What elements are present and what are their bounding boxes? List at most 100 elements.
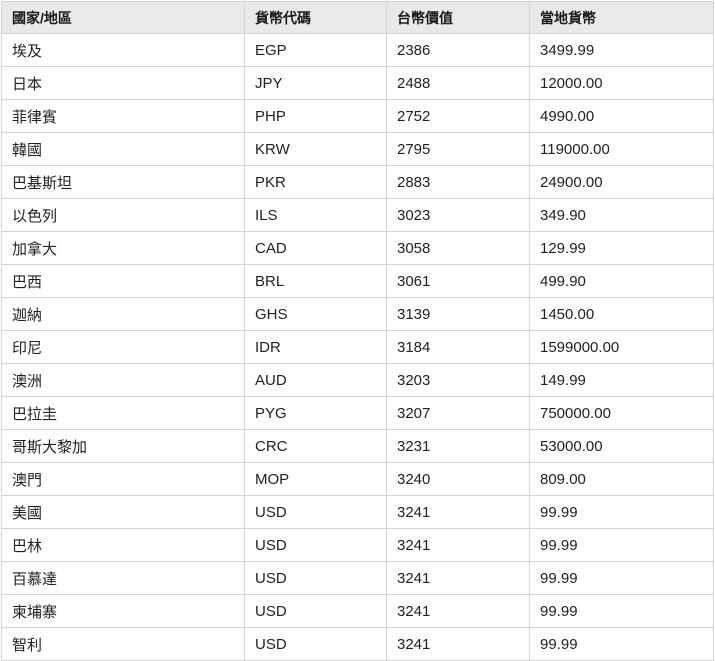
column-header-local-currency: 當地貨幣: [529, 1, 714, 34]
cell-currency-code: USD: [244, 627, 387, 661]
table-row: 百慕達 USD 3241 99.99: [1, 561, 714, 595]
cell-currency-code: USD: [244, 528, 387, 562]
cell-currency-code: IDR: [244, 330, 387, 364]
cell-country: 加拿大: [1, 231, 245, 265]
cell-local-currency: 1450.00: [529, 297, 714, 331]
cell-twd-value: 2752: [386, 99, 530, 133]
table-row: 澳洲 AUD 3203 149.99: [1, 363, 714, 397]
table-row: 柬埔寨 USD 3241 99.99: [1, 594, 714, 628]
cell-twd-value: 3023: [386, 198, 530, 232]
cell-twd-value: 2386: [386, 33, 530, 67]
cell-country: 柬埔寨: [1, 594, 245, 628]
cell-currency-code: JPY: [244, 66, 387, 100]
cell-currency-code: AUD: [244, 363, 387, 397]
column-header-currency-code: 貨幣代碼: [244, 1, 387, 34]
table-row: 澳門 MOP 3240 809.00: [1, 462, 714, 496]
cell-twd-value: 2795: [386, 132, 530, 166]
cell-country: 哥斯大黎加: [1, 429, 245, 463]
cell-country: 印尼: [1, 330, 245, 364]
cell-twd-value: 2488: [386, 66, 530, 100]
cell-country: 韓國: [1, 132, 245, 166]
cell-country: 澳洲: [1, 363, 245, 397]
cell-currency-code: USD: [244, 495, 387, 529]
table-row: 哥斯大黎加 CRC 3231 53000.00: [1, 429, 714, 463]
cell-local-currency: 3499.99: [529, 33, 714, 67]
cell-twd-value: 3241: [386, 594, 530, 628]
cell-country: 菲律賓: [1, 99, 245, 133]
cell-currency-code: GHS: [244, 297, 387, 331]
cell-local-currency: 24900.00: [529, 165, 714, 199]
table-body: 埃及 EGP 2386 3499.99 日本 JPY 2488 12000.00 菲律賓 PHP 2…: [1, 33, 714, 661]
column-header-country: 國家/地區: [1, 1, 245, 34]
cell-local-currency: 53000.00: [529, 429, 714, 463]
table-row: 韓國 KRW 2795 119000.00: [1, 132, 714, 166]
cell-currency-code: PKR: [244, 165, 387, 199]
table-row: 日本 JPY 2488 12000.00: [1, 66, 714, 100]
cell-country: 美國: [1, 495, 245, 529]
cell-twd-value: 3240: [386, 462, 530, 496]
cell-local-currency: 149.99: [529, 363, 714, 397]
cell-currency-code: BRL: [244, 264, 387, 298]
cell-currency-code: KRW: [244, 132, 387, 166]
table-row: 美國 USD 3241 99.99: [1, 495, 714, 529]
cell-country: 巴基斯坦: [1, 165, 245, 199]
cell-local-currency: 499.90: [529, 264, 714, 298]
table-row: 巴西 BRL 3061 499.90: [1, 264, 714, 298]
cell-twd-value: 3061: [386, 264, 530, 298]
cell-country: 澳門: [1, 462, 245, 496]
cell-currency-code: MOP: [244, 462, 387, 496]
cell-currency-code: ILS: [244, 198, 387, 232]
cell-currency-code: PYG: [244, 396, 387, 430]
cell-local-currency: 349.90: [529, 198, 714, 232]
cell-currency-code: EGP: [244, 33, 387, 67]
cell-twd-value: 3139: [386, 297, 530, 331]
cell-country: 迦納: [1, 297, 245, 331]
cell-country: 巴林: [1, 528, 245, 562]
cell-country: 巴拉圭: [1, 396, 245, 430]
cell-twd-value: 3241: [386, 528, 530, 562]
cell-local-currency: 809.00: [529, 462, 714, 496]
cell-local-currency: 129.99: [529, 231, 714, 265]
cell-country: 巴西: [1, 264, 245, 298]
cell-twd-value: 2883: [386, 165, 530, 199]
cell-local-currency: 12000.00: [529, 66, 714, 100]
cell-currency-code: PHP: [244, 99, 387, 133]
cell-country: 埃及: [1, 33, 245, 67]
cell-twd-value: 3241: [386, 627, 530, 661]
header-row: 國家/地區 貨幣代碼 台幣價值 當地貨幣: [1, 1, 714, 34]
cell-twd-value: 3207: [386, 396, 530, 430]
cell-currency-code: CRC: [244, 429, 387, 463]
table-row: 智利 USD 3241 99.99: [1, 627, 714, 661]
cell-currency-code: CAD: [244, 231, 387, 265]
table-row: 巴林 USD 3241 99.99: [1, 528, 714, 562]
cell-twd-value: 3241: [386, 495, 530, 529]
cell-local-currency: 99.99: [529, 528, 714, 562]
cell-currency-code: USD: [244, 561, 387, 595]
cell-twd-value: 3203: [386, 363, 530, 397]
table-row: 迦納 GHS 3139 1450.00: [1, 297, 714, 331]
table-row: 菲律賓 PHP 2752 4990.00: [1, 99, 714, 133]
cell-twd-value: 3184: [386, 330, 530, 364]
cell-country: 日本: [1, 66, 245, 100]
cell-local-currency: 99.99: [529, 594, 714, 628]
cell-local-currency: 99.99: [529, 627, 714, 661]
table-row: 巴基斯坦 PKR 2883 24900.00: [1, 165, 714, 199]
table-row: 印尼 IDR 3184 1599000.00: [1, 330, 714, 364]
cell-local-currency: 99.99: [529, 495, 714, 529]
cell-local-currency: 4990.00: [529, 99, 714, 133]
table-row: 加拿大 CAD 3058 129.99: [1, 231, 714, 265]
cell-local-currency: 119000.00: [529, 132, 714, 166]
cell-currency-code: USD: [244, 594, 387, 628]
cell-twd-value: 3058: [386, 231, 530, 265]
column-header-twd-value: 台幣價值: [386, 1, 530, 34]
cell-country: 百慕達: [1, 561, 245, 595]
cell-twd-value: 3241: [386, 561, 530, 595]
cell-local-currency: 99.99: [529, 561, 714, 595]
cell-country: 智利: [1, 627, 245, 661]
table-row: 埃及 EGP 2386 3499.99: [1, 33, 714, 67]
cell-country: 以色列: [1, 198, 245, 232]
cell-local-currency: 750000.00: [529, 396, 714, 430]
table-row: 以色列 ILS 3023 349.90: [1, 198, 714, 232]
